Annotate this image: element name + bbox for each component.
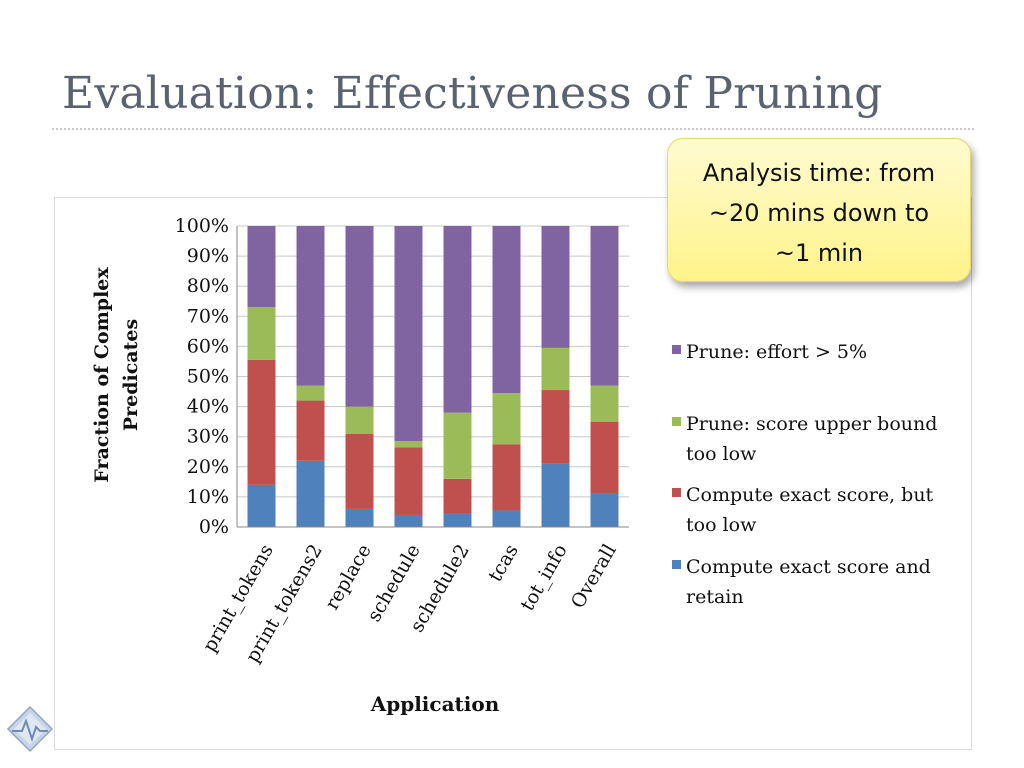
bar-segment [394, 447, 423, 515]
bar-segment [492, 510, 521, 527]
callout-line-2: ~20 mins down to [708, 199, 930, 227]
bar-segment [541, 390, 570, 464]
bar-segment [247, 226, 276, 308]
y-tick-label: 20% [187, 456, 229, 478]
y-tick-label: 10% [187, 486, 229, 508]
bar-segment [247, 359, 276, 485]
y-tick-label: 40% [187, 396, 229, 418]
bar-segment [590, 385, 619, 422]
y-tick-label: 70% [187, 305, 229, 327]
legend-swatch [672, 417, 681, 426]
bar-segment [443, 513, 472, 527]
axes [236, 226, 629, 528]
x-axis-label: Application [370, 692, 500, 716]
bar-segment [345, 406, 374, 434]
bar-segment [443, 226, 472, 413]
bar-segment [492, 444, 521, 511]
legend-swatch [672, 560, 681, 569]
legend-swatch [672, 488, 681, 497]
x-tick-labels: print_tokensprint_tokens2replaceschedule… [199, 541, 621, 667]
bar-segment [296, 460, 325, 527]
bar-segment [590, 226, 619, 386]
y-tick-label: 100% [175, 215, 229, 237]
bar-segment [296, 226, 325, 386]
legend-swatch [672, 345, 681, 354]
slide-title: Evaluation: Effectiveness of Pruning [62, 68, 883, 119]
x-tick-label: tcas [484, 541, 523, 586]
bar-segment [492, 393, 521, 445]
x-tick-label: Overall [567, 541, 621, 613]
y-tick-label: 50% [187, 366, 229, 388]
bar-segment [345, 508, 374, 527]
bar-segment [345, 226, 374, 407]
bar-segment [541, 463, 570, 527]
bar-segment [590, 493, 619, 527]
y-tick-labels: 0% 10% 20% 30% 40% 50% 60% 70% 80% 90% 100% [175, 215, 229, 538]
callout-line-1: Analysis time: from [702, 159, 936, 187]
bar-segment [247, 484, 276, 527]
bar-segment [394, 441, 423, 448]
heartbeat-logo-icon [6, 705, 54, 753]
bar-segment [247, 307, 276, 360]
bar-segment [541, 226, 570, 348]
bar-segment [394, 514, 423, 527]
y-axis-label-line-2: Predicates [120, 319, 142, 431]
y-tick-label: 80% [187, 275, 229, 297]
x-tick-label: tot_info [516, 541, 572, 615]
legend-label: Prune: score upper bound [686, 413, 937, 435]
bar-segment [296, 385, 325, 401]
chart-frame: 0% 10% 20% 30% 40% 50% 60% 70% 80% 90% 100% print_… [54, 197, 972, 750]
analysis-time-callout: Analysis time: from ~20 mins down to ~1 … [667, 138, 971, 282]
y-tick-label: 60% [187, 335, 229, 357]
legend-label: retain [686, 586, 744, 608]
bar-segment [443, 478, 472, 514]
legend-label: too low [686, 514, 757, 536]
legend-label: Compute exact score and [686, 556, 931, 578]
bar-segment [296, 400, 325, 461]
legend: Prune: effort > 5% Prune: score upper bou… [672, 341, 937, 608]
y-tick-label: 90% [187, 245, 229, 267]
bar-segment [492, 226, 521, 394]
y-tick-label: 0% [199, 516, 229, 538]
legend-label: Compute exact score, but [686, 484, 934, 506]
legend-label: Prune: effort > 5% [686, 341, 867, 363]
bar-segment [394, 226, 423, 442]
y-tick-label: 30% [187, 426, 229, 448]
bar-segment [345, 433, 374, 509]
bar-series [247, 226, 619, 527]
callout-line-3: ~1 min [774, 239, 864, 267]
bar-segment [443, 412, 472, 479]
gridlines [237, 225, 629, 528]
legend-label: too low [686, 443, 757, 465]
bar-segment [541, 347, 570, 391]
stacked-bar-chart: 0% 10% 20% 30% 40% 50% 60% 70% 80% 90% 100% print_… [91, 215, 937, 716]
bar-segment [590, 421, 619, 494]
x-tick-label: replace [321, 541, 376, 614]
y-axis-label-line-1: Fraction of Complex [91, 267, 113, 483]
title-divider [52, 128, 974, 130]
